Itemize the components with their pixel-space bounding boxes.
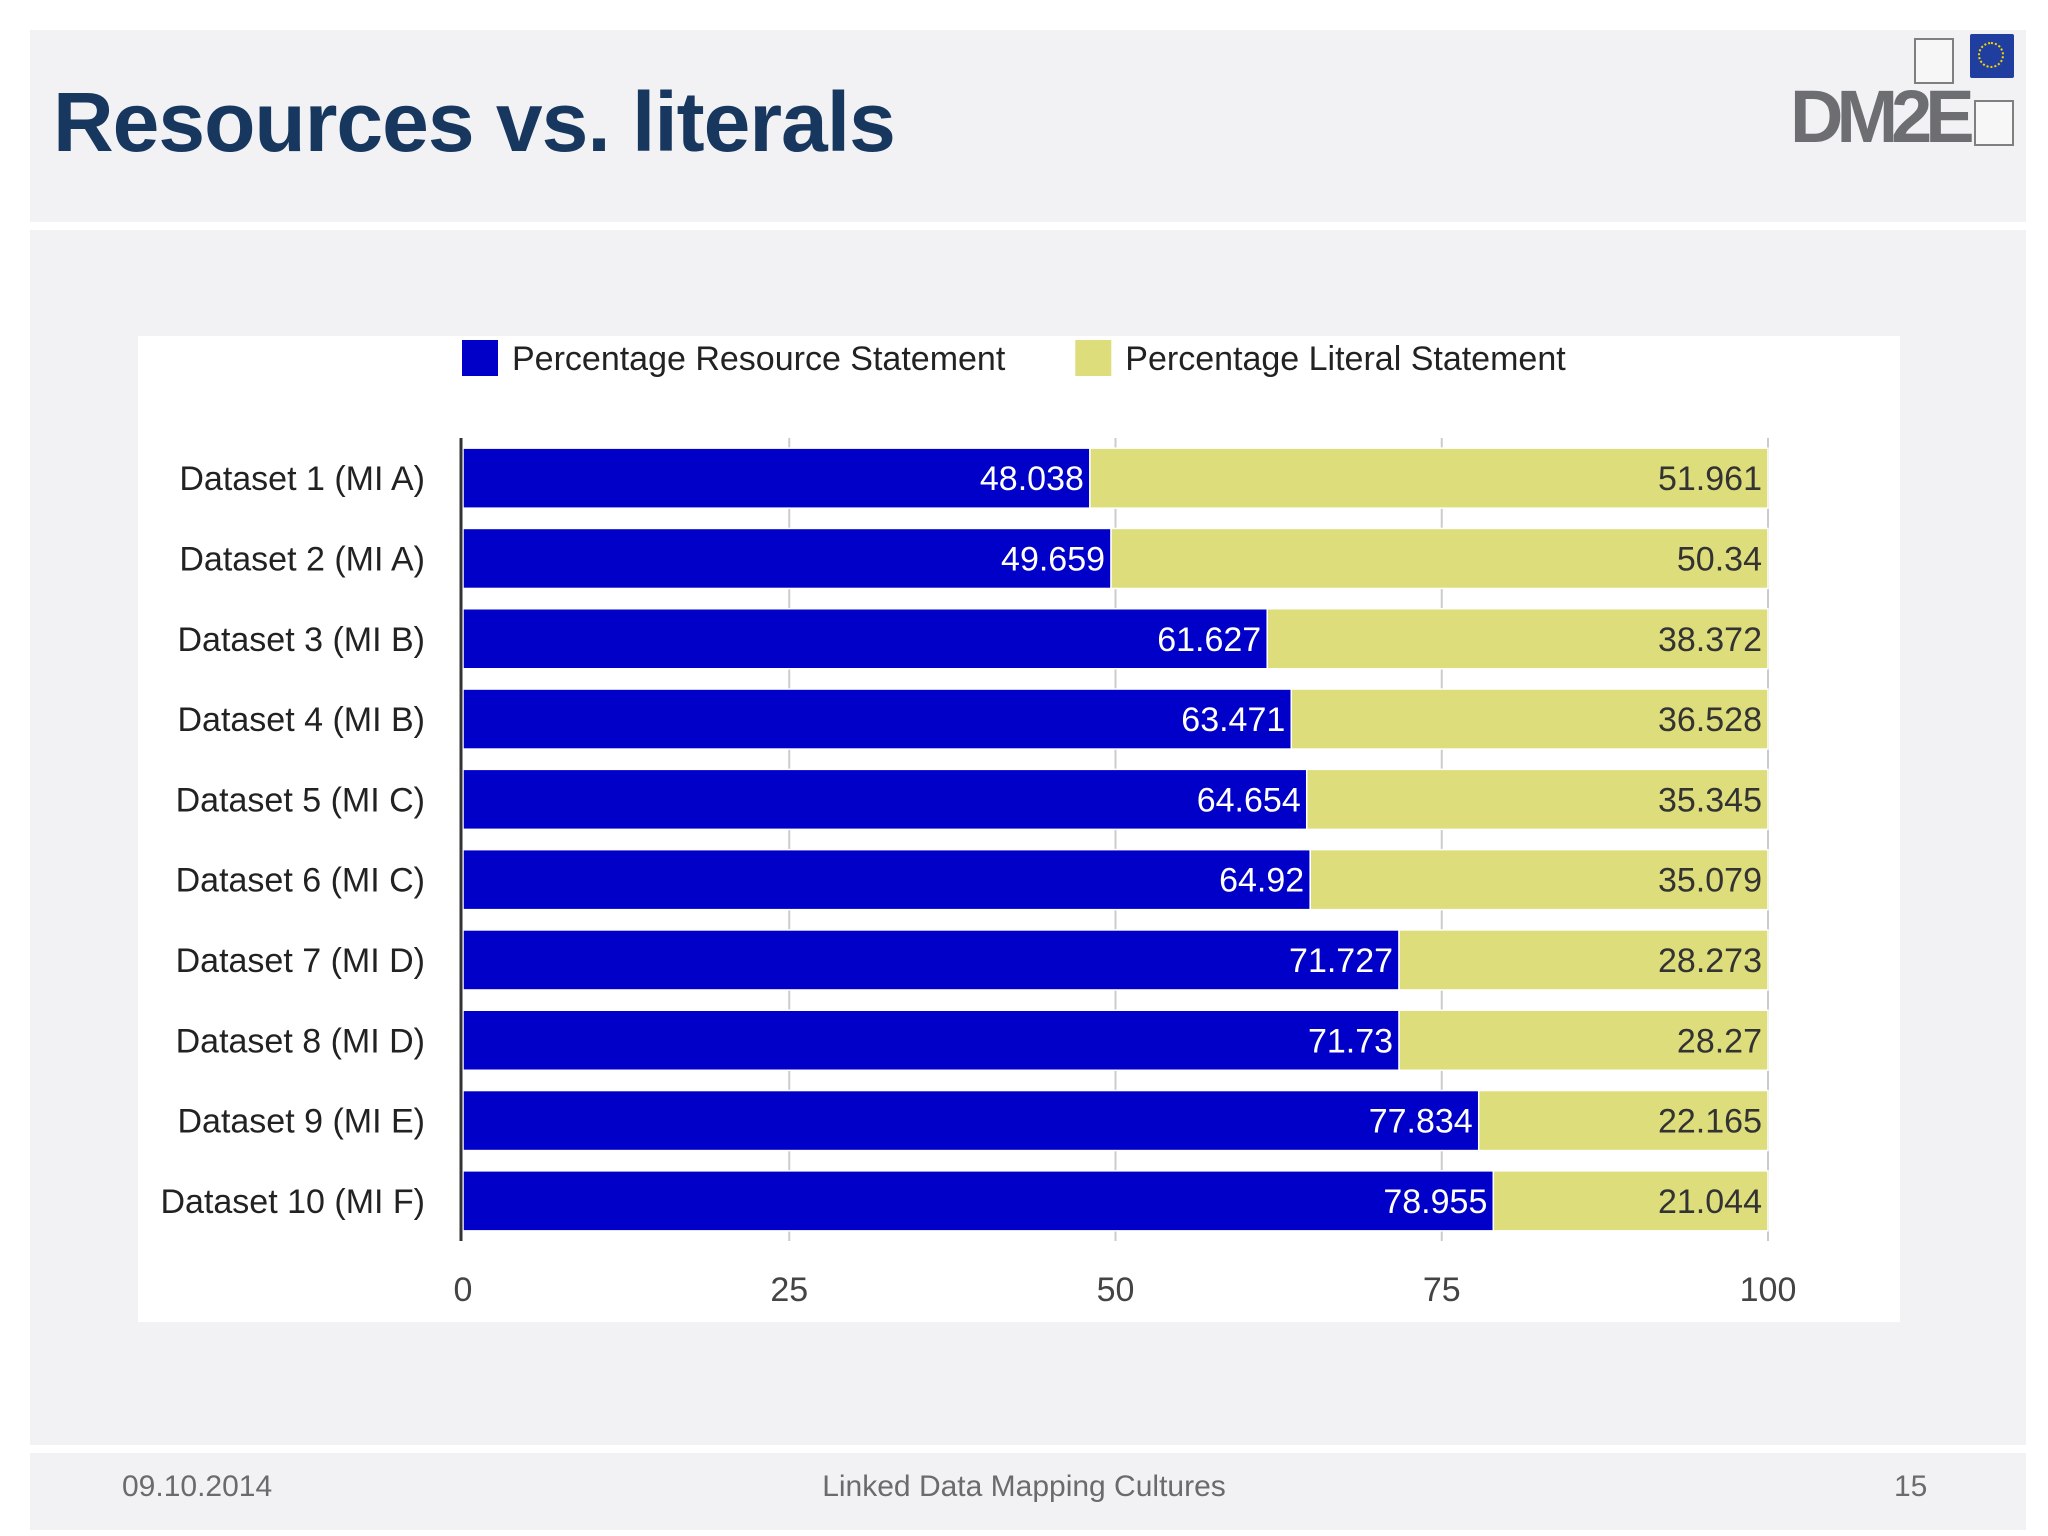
footer-divider xyxy=(30,1445,2026,1453)
legend-swatch xyxy=(462,340,498,376)
document-icon xyxy=(1914,38,1954,84)
chart-panel: 0 25 50 75 100 48.038 51.961 Dataset 1 (MI A) 49… xyxy=(138,336,1900,1322)
data-label: 50.34 xyxy=(1677,540,1762,578)
category-label: Dataset 9 (MI E) xyxy=(177,1103,425,1141)
legend-swatch xyxy=(1075,340,1112,376)
literal-bar xyxy=(1309,848,1769,911)
logo-text: DM2E xyxy=(1790,75,1975,158)
footer-title: Linked Data Mapping Cultures xyxy=(822,1470,1226,1503)
category-label: Dataset 1 (MI A) xyxy=(179,460,425,498)
data-label: 63.471 xyxy=(1181,701,1285,739)
resource-bar xyxy=(462,929,1400,991)
data-label: 48.038 xyxy=(980,460,1084,498)
x-tick-label: 100 xyxy=(1740,1271,1797,1309)
resource-bar xyxy=(462,1009,1400,1071)
data-label: 21.044 xyxy=(1658,1183,1762,1221)
document-icon xyxy=(1974,100,2014,146)
category-label: Dataset 8 (MI D) xyxy=(176,1022,425,1060)
data-label: 61.627 xyxy=(1157,621,1261,659)
category-label: Dataset 2 (MI A) xyxy=(179,540,425,578)
data-label: 71.727 xyxy=(1289,942,1393,980)
resource-bar xyxy=(462,768,1308,831)
data-label: 64.92 xyxy=(1219,862,1304,900)
resource-bar xyxy=(462,848,1311,911)
literal-bar xyxy=(1398,1009,1769,1071)
category-label: Dataset 3 (MI B) xyxy=(177,621,425,659)
data-label: 77.834 xyxy=(1369,1103,1473,1141)
data-label: 35.345 xyxy=(1658,781,1762,819)
resource-bar xyxy=(462,527,1112,590)
category-label: Dataset 4 (MI B) xyxy=(177,701,425,739)
literal-bar xyxy=(1266,608,1769,670)
footer-date: 09.10.2014 xyxy=(122,1470,273,1503)
legend-label: Percentage Literal Statement xyxy=(1125,340,1566,378)
literal-bar xyxy=(1110,527,1769,590)
literal-bar xyxy=(1305,768,1769,831)
data-label: 51.961 xyxy=(1658,460,1762,498)
data-label: 78.955 xyxy=(1383,1183,1487,1221)
title-band xyxy=(30,30,2026,230)
data-label: 64.654 xyxy=(1197,781,1301,819)
x-tick-label: 0 xyxy=(454,1271,473,1309)
literal-bar xyxy=(1477,1089,1769,1152)
eu-flag-icon xyxy=(1970,34,2014,78)
data-label: 38.372 xyxy=(1658,621,1762,659)
page-title: Resources vs. literals xyxy=(53,75,896,169)
resource-bar xyxy=(462,1089,1480,1152)
x-tick-label: 75 xyxy=(1423,1271,1461,1309)
dm2e-logo: DM2E xyxy=(1790,32,2030,158)
literal-bar xyxy=(1492,1170,1769,1232)
data-label: 35.079 xyxy=(1658,862,1762,900)
resource-bar xyxy=(462,688,1293,750)
x-tick-label: 50 xyxy=(1097,1271,1135,1309)
literal-bar xyxy=(1290,688,1769,750)
category-label: Dataset 5 (MI C) xyxy=(176,781,425,819)
literal-bar xyxy=(1398,929,1769,991)
legend-label: Percentage Resource Statement xyxy=(512,340,1006,378)
category-label: Dataset 6 (MI C) xyxy=(176,862,425,900)
data-label: 22.165 xyxy=(1658,1103,1762,1141)
page-number: 15 xyxy=(1894,1470,1928,1503)
data-label: 28.27 xyxy=(1677,1022,1762,1060)
category-label: Dataset 7 (MI D) xyxy=(176,942,425,980)
resource-bar xyxy=(462,608,1268,670)
data-label: 28.273 xyxy=(1658,942,1762,980)
x-tick-label: 25 xyxy=(770,1271,808,1309)
literal-bar xyxy=(1089,447,1769,509)
category-label: Dataset 10 (MI F) xyxy=(160,1183,425,1221)
stacked-bar-chart: 0 25 50 75 100 48.038 51.961 Dataset 1 (MI A) 49… xyxy=(160,340,1797,1309)
resource-bar xyxy=(462,1170,1495,1232)
data-label: 71.73 xyxy=(1308,1022,1393,1060)
data-label: 36.528 xyxy=(1658,701,1762,739)
data-label: 49.659 xyxy=(1001,540,1105,578)
